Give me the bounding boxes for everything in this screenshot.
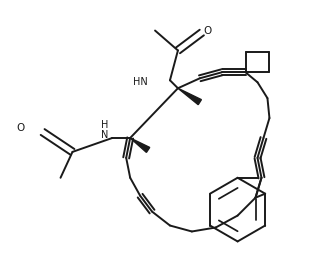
Text: HN: HN bbox=[133, 77, 148, 87]
Text: O: O bbox=[17, 123, 25, 133]
Text: O: O bbox=[204, 26, 212, 36]
Polygon shape bbox=[130, 138, 150, 152]
Polygon shape bbox=[178, 88, 201, 105]
Text: H
N: H N bbox=[101, 120, 108, 140]
